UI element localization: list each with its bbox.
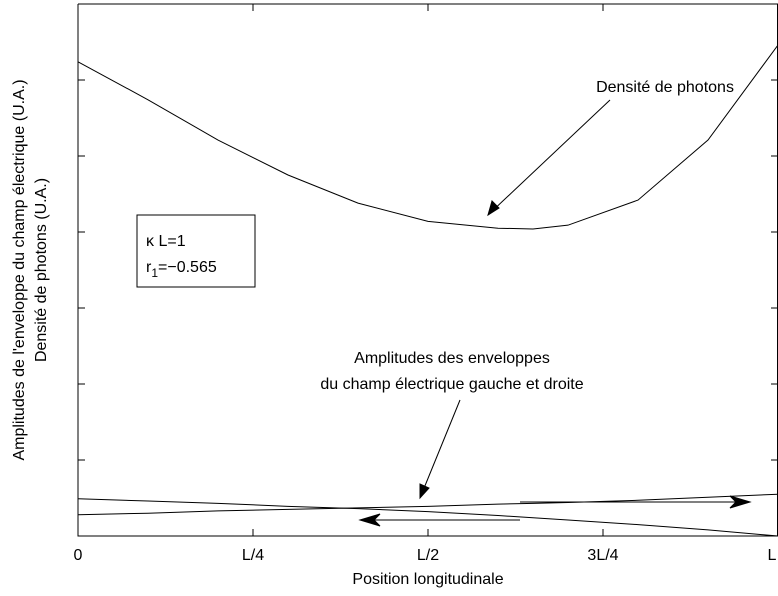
y-axis-label: Amplitudes de l'enveloppe du champ élect… <box>11 79 28 460</box>
annotation: du champ électrique gauche et droite <box>320 376 583 393</box>
param-text: r <box>146 259 152 276</box>
line <box>77 44 778 230</box>
line <box>77 498 778 537</box>
x-tick-label: L <box>768 547 777 564</box>
param-sub: 1 <box>151 266 158 280</box>
arrows <box>358 99 752 527</box>
x-tick-label: L/2 <box>417 547 439 564</box>
param-text: r1=−0.565 <box>146 259 217 280</box>
line <box>77 493 778 516</box>
x-tick-label: L/4 <box>242 547 264 564</box>
x-axis-label: Position longitudinale <box>352 571 503 588</box>
annotation: Densité de photons <box>596 79 734 96</box>
y-axis-label: Densité de photons (U.A.) <box>33 178 50 362</box>
param-text: κ L=1 <box>146 233 186 250</box>
param-text: =−0.565 <box>158 259 217 276</box>
param-box <box>136 214 256 288</box>
annotation: Amplitudes des enveloppes <box>354 350 550 367</box>
x-tick-label: 0 <box>74 547 83 564</box>
x-tick-label: 3L/4 <box>587 547 618 564</box>
